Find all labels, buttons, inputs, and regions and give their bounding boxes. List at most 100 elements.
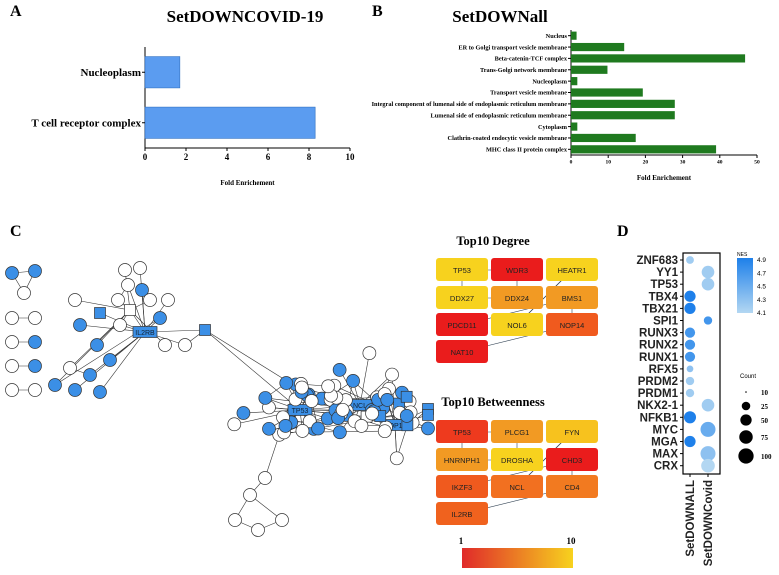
gene-box: [436, 475, 488, 498]
gene-box: [491, 313, 543, 336]
gene-label: IL2RB: [452, 510, 473, 519]
gene-label: NOL6: [507, 321, 527, 330]
gene-box: [546, 258, 598, 281]
x-tick-label: 8: [307, 152, 312, 162]
network-node: [304, 394, 319, 408]
network-node: [5, 383, 19, 397]
network-node: [63, 361, 77, 375]
y-tick-label: Nucleoplasm: [81, 67, 142, 79]
row-label: CRX: [654, 461, 679, 473]
plot-frame: [682, 252, 721, 475]
gene-box: [546, 286, 598, 309]
gene-label: PDCD11: [447, 321, 476, 330]
network-node: [153, 311, 167, 325]
network-node-square: [94, 307, 106, 319]
network-node: [28, 311, 42, 325]
bar: [571, 31, 577, 40]
row-label: MAX: [652, 449, 678, 461]
y-tick-label: Cytoplasm: [538, 124, 568, 131]
x-tick-label: 0: [570, 160, 573, 166]
panel-title: Top10 Betweenness: [441, 395, 545, 409]
network-node: [103, 353, 117, 367]
network-node: [251, 523, 265, 537]
network-node: [68, 383, 82, 397]
x-tick-label: 20: [643, 160, 649, 166]
row-label: PRDM1: [638, 388, 679, 400]
network-edge: [139, 267, 146, 333]
network-node: [118, 263, 132, 277]
count-legend-dot: [740, 414, 752, 426]
dot: [700, 446, 716, 462]
y-tick-label: Transport vesicle membrane: [490, 90, 567, 97]
bar-chart-0: SetDOWNCOVID-19 Nucleoplasm T cell recepto…: [31, 7, 355, 187]
gene-label: TP53: [453, 266, 471, 275]
network-node: [73, 318, 87, 332]
network-edge: [127, 284, 146, 333]
network-edge: [99, 331, 146, 393]
dot: [685, 376, 695, 386]
gene-box: [491, 420, 543, 443]
network-node: [321, 379, 336, 394]
network-node: [278, 419, 293, 433]
nes-tick-label: 4.7: [757, 270, 766, 277]
gene-box: [546, 475, 598, 498]
network-node: [335, 402, 350, 417]
network-node: [83, 368, 97, 382]
chart-title: SetDOWNall: [452, 7, 548, 26]
y-tick-label: Integral component of lumenal side of en…: [372, 101, 568, 108]
gene-label: NCL: [509, 483, 524, 492]
network-node-label: IL2RB: [135, 330, 155, 337]
count-legend-label: 10: [761, 389, 769, 397]
network-node: [333, 425, 347, 440]
row-label: TBX4: [649, 291, 679, 303]
x-tick-label: 30: [680, 160, 686, 166]
network-node: [143, 293, 157, 307]
network-node: [111, 293, 125, 307]
bar: [571, 145, 717, 154]
y-tick-label: Beta-catenin-TCF complex: [495, 56, 568, 63]
network-node: [228, 513, 242, 527]
dot: [684, 339, 696, 350]
count-legend-label: 100: [761, 453, 772, 461]
column-label: SetDOWNALL: [685, 480, 697, 557]
gene-label: DROSHA: [501, 456, 533, 465]
dot: [684, 351, 696, 362]
gene-label: BMS1: [562, 294, 582, 303]
row-label: TBX21: [642, 303, 678, 315]
network-node: [90, 338, 104, 352]
network-node-label: NCL: [353, 403, 367, 410]
row-label: RUNX3: [639, 328, 678, 340]
bar: [571, 88, 643, 97]
network-node: [380, 393, 395, 407]
count-legend-dot: [741, 401, 751, 411]
x-tick-label: 6: [266, 152, 271, 162]
panel-label-A: A: [10, 3, 22, 20]
network-node: [28, 383, 42, 397]
network-node: [346, 374, 360, 388]
bar: [144, 106, 316, 139]
y-tick-label: Clathrin-coated endocytic vesicle membra…: [448, 135, 568, 142]
bar: [571, 111, 675, 120]
gene-label: CD4: [564, 483, 579, 492]
gene-label: TP53: [453, 428, 471, 437]
network-node: [279, 376, 294, 390]
network-node: [385, 367, 399, 382]
bar: [571, 54, 746, 63]
nes-legend-title: NES: [737, 252, 748, 258]
dot: [701, 277, 715, 291]
network-node-square: [199, 324, 211, 336]
network-edge: [359, 353, 370, 406]
row-label: ZNF683: [636, 255, 678, 267]
y-tick-label: Nucleoplasm: [532, 78, 567, 85]
count-legend-dot: [739, 430, 753, 444]
network-node: [133, 261, 147, 275]
gene-box: [491, 475, 543, 498]
y-tick-label: ER to Golgi transport vesicle membrane: [458, 44, 567, 51]
network-node-square: [124, 304, 136, 316]
count-legend-label: 50: [761, 417, 769, 425]
gene-box: [436, 340, 488, 363]
gene-label: HEATR1: [557, 266, 586, 275]
gene-label: FYN: [565, 428, 580, 437]
network-node-label: TP53: [292, 408, 309, 415]
